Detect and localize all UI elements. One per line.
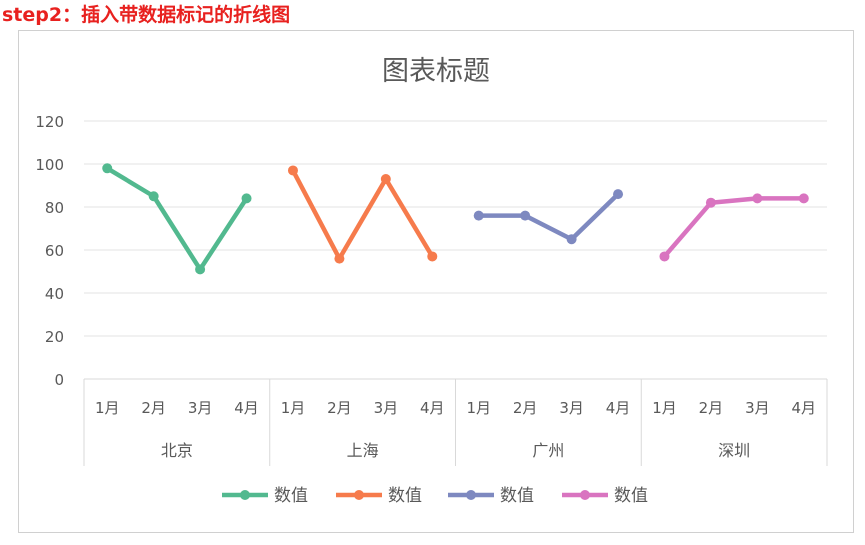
y-tick-label: 0 (54, 371, 64, 389)
legend-label: 数值 (614, 486, 648, 506)
x-tick-label: 3月 (559, 399, 584, 417)
x-tick-label: 2月 (327, 399, 352, 417)
legend-marker (466, 490, 476, 500)
y-tick-label: 40 (45, 285, 64, 303)
x-tick-label: 3月 (374, 399, 399, 417)
data-point (334, 253, 345, 264)
legend-marker (580, 490, 590, 500)
x-tick-label: 1月 (281, 399, 306, 417)
data-point (613, 189, 624, 200)
x-tick-label: 2月 (513, 399, 538, 417)
data-point (659, 251, 670, 262)
group-label: 上海 (347, 441, 379, 460)
series-line (662, 196, 807, 259)
legend-marker (240, 490, 250, 500)
y-tick-label: 60 (45, 242, 64, 260)
data-point (752, 193, 763, 204)
legend-marker (354, 490, 364, 500)
x-tick-label: 3月 (188, 399, 213, 417)
legend-label: 数值 (500, 486, 534, 506)
group-label: 广州 (532, 441, 564, 460)
data-point (380, 174, 391, 185)
y-tick-label: 20 (45, 328, 64, 346)
data-point (473, 210, 484, 221)
legend-label: 数值 (388, 486, 422, 506)
series-line (290, 168, 435, 261)
x-tick-label: 4月 (234, 399, 259, 417)
series-line (476, 191, 621, 242)
chart-area (18, 30, 854, 533)
x-tick-label: 1月 (466, 399, 491, 417)
y-tick-label: 100 (35, 156, 64, 174)
chart-title: 图表标题 (382, 56, 490, 87)
y-tick-label: 120 (35, 113, 64, 131)
group-label: 北京 (161, 441, 193, 460)
data-point (798, 193, 809, 204)
step-title: step2：插入带数据标记的折线图 (2, 4, 291, 26)
x-tick-label: 2月 (699, 399, 724, 417)
x-tick-label: 4月 (420, 399, 445, 417)
legend-label: 数值 (274, 486, 308, 506)
data-point (195, 264, 206, 275)
data-point (148, 191, 159, 202)
data-point (705, 197, 716, 208)
x-tick-label: 4月 (606, 399, 631, 417)
data-point (102, 163, 113, 174)
group-label: 深圳 (718, 441, 750, 460)
data-point (427, 251, 438, 262)
x-tick-label: 3月 (745, 399, 770, 417)
x-tick-label: 4月 (792, 399, 817, 417)
x-tick-label: 1月 (652, 399, 677, 417)
series-line (104, 166, 249, 272)
data-point (566, 234, 577, 245)
data-point (520, 210, 531, 221)
data-point (287, 165, 298, 176)
x-tick-label: 1月 (95, 399, 120, 417)
data-point (241, 193, 252, 204)
y-tick-label: 80 (45, 199, 64, 217)
x-tick-label: 2月 (141, 399, 166, 417)
